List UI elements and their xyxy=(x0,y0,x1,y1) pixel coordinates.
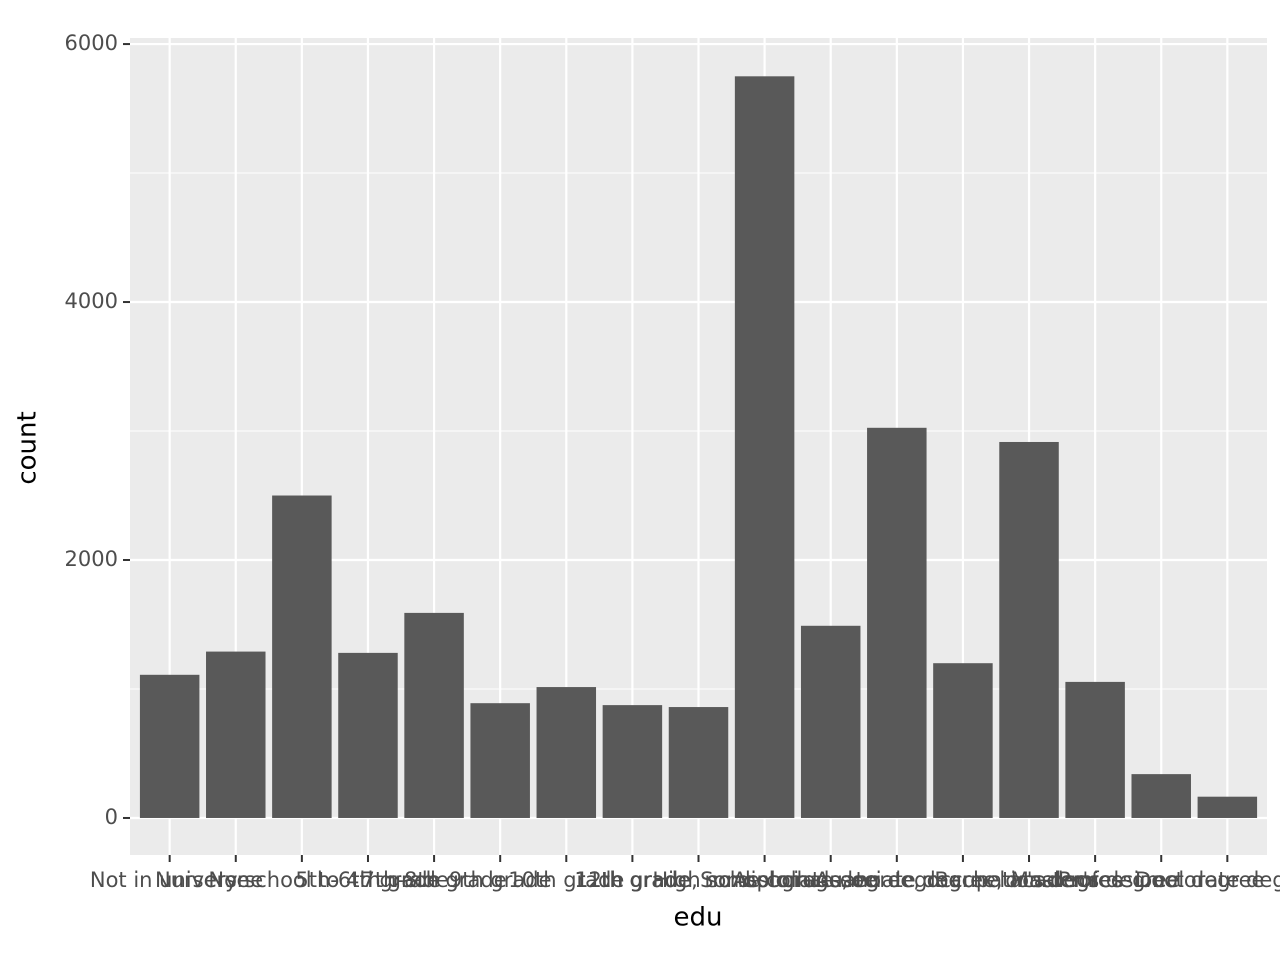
bar xyxy=(1065,681,1125,818)
x-tick-label: 7th-8th grade xyxy=(362,868,507,892)
x-tick-label: 11th grade xyxy=(574,868,690,892)
x-tick-label: None xyxy=(208,868,263,892)
bar xyxy=(272,495,332,818)
x-tick-label: Not in universe xyxy=(90,868,250,892)
y-tick-label: 4000 xyxy=(65,289,118,313)
bar xyxy=(933,663,993,818)
x-tick-label: Doctorate degree xyxy=(1135,868,1280,892)
bar xyxy=(1131,774,1191,818)
bar xyxy=(999,441,1059,818)
x-tick-label: 12th grade, no diploma xyxy=(575,868,822,892)
bar xyxy=(206,651,266,818)
bar xyxy=(668,707,729,818)
x-tick-label: 5th-6th grade xyxy=(295,868,440,892)
bar xyxy=(139,674,200,818)
x-tick-label: 9th grade xyxy=(449,868,552,892)
x-tick-label: Associate degree, academic xyxy=(815,868,1111,892)
bar xyxy=(338,652,398,818)
bar xyxy=(470,703,530,818)
x-tick-label: Some college, no degree xyxy=(700,868,961,892)
bar xyxy=(404,612,464,818)
bar xyxy=(734,76,795,818)
x-tick-label: Professional degree xyxy=(1058,868,1264,892)
bar xyxy=(536,687,597,818)
y-tick-label: 0 xyxy=(105,805,118,829)
bar xyxy=(1197,796,1258,818)
y-axis-title: count xyxy=(13,411,43,484)
bar xyxy=(602,705,663,818)
x-tick-label: Master's degree xyxy=(1011,868,1180,892)
x-tick-label: High school graduate xyxy=(652,868,876,892)
bar xyxy=(867,427,927,818)
x-tick-label: Associate degree, occupational xyxy=(733,868,1062,892)
bar xyxy=(800,625,861,818)
y-tick-label: 2000 xyxy=(65,547,118,571)
x-tick-label: 10th grade xyxy=(508,868,624,892)
y-tick-label: 6000 xyxy=(65,31,118,55)
x-tick-label: Bachelor's degree xyxy=(934,868,1123,892)
x-tick-label: Nursery school to 4th grade xyxy=(155,868,449,892)
x-axis-title: edu xyxy=(674,903,723,933)
